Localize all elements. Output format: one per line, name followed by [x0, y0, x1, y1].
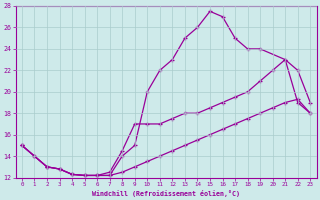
- X-axis label: Windchill (Refroidissement éolien,°C): Windchill (Refroidissement éolien,°C): [92, 190, 240, 197]
